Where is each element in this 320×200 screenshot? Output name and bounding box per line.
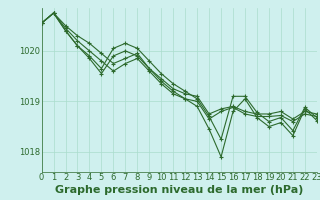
X-axis label: Graphe pression niveau de la mer (hPa): Graphe pression niveau de la mer (hPa) — [55, 185, 303, 195]
